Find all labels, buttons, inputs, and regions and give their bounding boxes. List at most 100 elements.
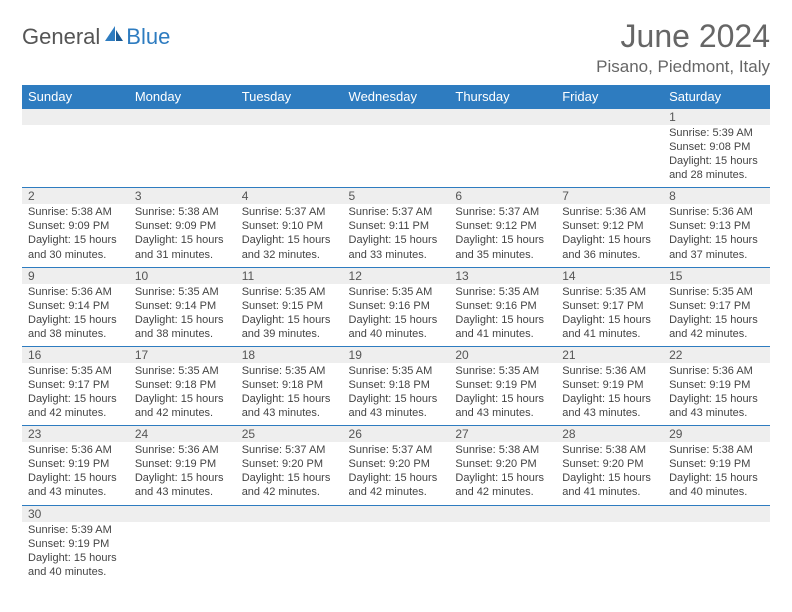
day-info: Sunrise: 5:35 AMSunset: 9:17 PMDaylight:…	[22, 363, 129, 426]
date-number-row: 9101112131415	[22, 267, 770, 284]
sunset-text: Sunset: 9:19 PM	[562, 378, 657, 392]
sunrise-text: Sunrise: 5:37 AM	[242, 205, 337, 219]
sunrise-text: Sunrise: 5:38 AM	[562, 443, 657, 457]
sunrise-text: Sunrise: 5:35 AM	[135, 364, 230, 378]
day-number: 13	[449, 267, 556, 284]
daylight-text: Daylight: 15 hours	[669, 471, 764, 485]
empty-cell	[449, 505, 556, 522]
day-number: 23	[22, 426, 129, 443]
date-number-row: 30	[22, 505, 770, 522]
day-info: Sunrise: 5:37 AMSunset: 9:20 PMDaylight:…	[236, 442, 343, 505]
sunrise-text: Sunrise: 5:36 AM	[562, 364, 657, 378]
day-number: 17	[129, 346, 236, 363]
sunrise-text: Sunrise: 5:35 AM	[242, 285, 337, 299]
sunrise-text: Sunrise: 5:36 AM	[135, 443, 230, 457]
daylight-text: Daylight: 15 hours	[669, 233, 764, 247]
daylight-text: and 43 minutes.	[455, 406, 550, 420]
daylight-text: Daylight: 15 hours	[349, 233, 444, 247]
sunrise-text: Sunrise: 5:38 AM	[135, 205, 230, 219]
day-info: Sunrise: 5:36 AMSunset: 9:19 PMDaylight:…	[129, 442, 236, 505]
daylight-text: Daylight: 15 hours	[135, 392, 230, 406]
daylight-text: and 32 minutes.	[242, 248, 337, 262]
day-info: Sunrise: 5:39 AMSunset: 9:19 PMDaylight:…	[22, 522, 129, 584]
daylight-text: Daylight: 15 hours	[349, 471, 444, 485]
day-info: Sunrise: 5:36 AMSunset: 9:13 PMDaylight:…	[663, 204, 770, 267]
sunrise-text: Sunrise: 5:36 AM	[28, 443, 123, 457]
day-header-row: SundayMondayTuesdayWednesdayThursdayFrid…	[22, 85, 770, 109]
brand-logo: General Blue	[22, 18, 170, 50]
day-info: Sunrise: 5:35 AMSunset: 9:18 PMDaylight:…	[236, 363, 343, 426]
sunrise-text: Sunrise: 5:38 AM	[669, 443, 764, 457]
day-info: Sunrise: 5:35 AMSunset: 9:18 PMDaylight:…	[129, 363, 236, 426]
brand-part1: General	[22, 24, 100, 50]
day-info: Sunrise: 5:38 AMSunset: 9:09 PMDaylight:…	[22, 204, 129, 267]
daylight-text: and 42 minutes.	[28, 406, 123, 420]
empty-cell	[663, 505, 770, 522]
day-info: Sunrise: 5:39 AMSunset: 9:08 PMDaylight:…	[663, 125, 770, 188]
empty-cell	[22, 109, 129, 126]
sunset-text: Sunset: 9:19 PM	[28, 457, 123, 471]
daylight-text: and 40 minutes.	[349, 327, 444, 341]
day-number: 29	[663, 426, 770, 443]
sunset-text: Sunset: 9:16 PM	[349, 299, 444, 313]
sunset-text: Sunset: 9:17 PM	[562, 299, 657, 313]
sunset-text: Sunset: 9:17 PM	[669, 299, 764, 313]
day-number: 2	[22, 188, 129, 205]
daylight-text: and 41 minutes.	[562, 327, 657, 341]
daylight-text: and 42 minutes.	[669, 327, 764, 341]
header: GeneralBlue June 2024 Pisano, Piedmont, …	[22, 18, 770, 77]
sunset-text: Sunset: 9:12 PM	[562, 219, 657, 233]
daylight-text: and 42 minutes.	[349, 485, 444, 499]
empty-cell	[449, 522, 556, 584]
sunrise-text: Sunrise: 5:36 AM	[28, 285, 123, 299]
brand-part2: Blue	[126, 24, 170, 50]
sunset-text: Sunset: 9:20 PM	[455, 457, 550, 471]
sunrise-text: Sunrise: 5:35 AM	[455, 364, 550, 378]
empty-cell	[129, 109, 236, 126]
day-info: Sunrise: 5:35 AMSunset: 9:14 PMDaylight:…	[129, 284, 236, 347]
sunset-text: Sunset: 9:12 PM	[455, 219, 550, 233]
daylight-text: Daylight: 15 hours	[135, 471, 230, 485]
day-number: 20	[449, 346, 556, 363]
sunset-text: Sunset: 9:19 PM	[669, 378, 764, 392]
empty-cell	[22, 125, 129, 188]
daylight-text: and 28 minutes.	[669, 168, 764, 182]
daylight-text: and 42 minutes.	[135, 406, 230, 420]
day-number: 24	[129, 426, 236, 443]
daylight-text: and 33 minutes.	[349, 248, 444, 262]
sunrise-text: Sunrise: 5:35 AM	[349, 364, 444, 378]
empty-cell	[129, 522, 236, 584]
sunrise-text: Sunrise: 5:35 AM	[455, 285, 550, 299]
day-info: Sunrise: 5:36 AMSunset: 9:19 PMDaylight:…	[556, 363, 663, 426]
sunset-text: Sunset: 9:13 PM	[669, 219, 764, 233]
daylight-text: Daylight: 15 hours	[349, 313, 444, 327]
sunset-text: Sunset: 9:15 PM	[242, 299, 337, 313]
day-number: 12	[343, 267, 450, 284]
date-number-row: 23242526272829	[22, 426, 770, 443]
empty-cell	[236, 505, 343, 522]
empty-cell	[236, 109, 343, 126]
daylight-text: Daylight: 15 hours	[562, 233, 657, 247]
location: Pisano, Piedmont, Italy	[596, 57, 770, 77]
sunrise-text: Sunrise: 5:37 AM	[242, 443, 337, 457]
empty-cell	[556, 125, 663, 188]
daylight-text: Daylight: 15 hours	[242, 392, 337, 406]
day-header: Saturday	[663, 85, 770, 109]
daylight-text: Daylight: 15 hours	[562, 392, 657, 406]
day-info: Sunrise: 5:37 AMSunset: 9:20 PMDaylight:…	[343, 442, 450, 505]
day-number: 9	[22, 267, 129, 284]
daylight-text: and 43 minutes.	[562, 406, 657, 420]
daylight-text: Daylight: 15 hours	[349, 392, 444, 406]
day-header: Tuesday	[236, 85, 343, 109]
sail-icon	[103, 24, 125, 50]
empty-cell	[129, 125, 236, 188]
day-number: 6	[449, 188, 556, 205]
day-info: Sunrise: 5:35 AMSunset: 9:16 PMDaylight:…	[449, 284, 556, 347]
daylight-text: Daylight: 15 hours	[669, 313, 764, 327]
sunset-text: Sunset: 9:19 PM	[455, 378, 550, 392]
empty-cell	[343, 505, 450, 522]
date-info-row: Sunrise: 5:39 AMSunset: 9:19 PMDaylight:…	[22, 522, 770, 584]
sunrise-text: Sunrise: 5:35 AM	[562, 285, 657, 299]
daylight-text: Daylight: 15 hours	[135, 233, 230, 247]
day-info: Sunrise: 5:35 AMSunset: 9:15 PMDaylight:…	[236, 284, 343, 347]
